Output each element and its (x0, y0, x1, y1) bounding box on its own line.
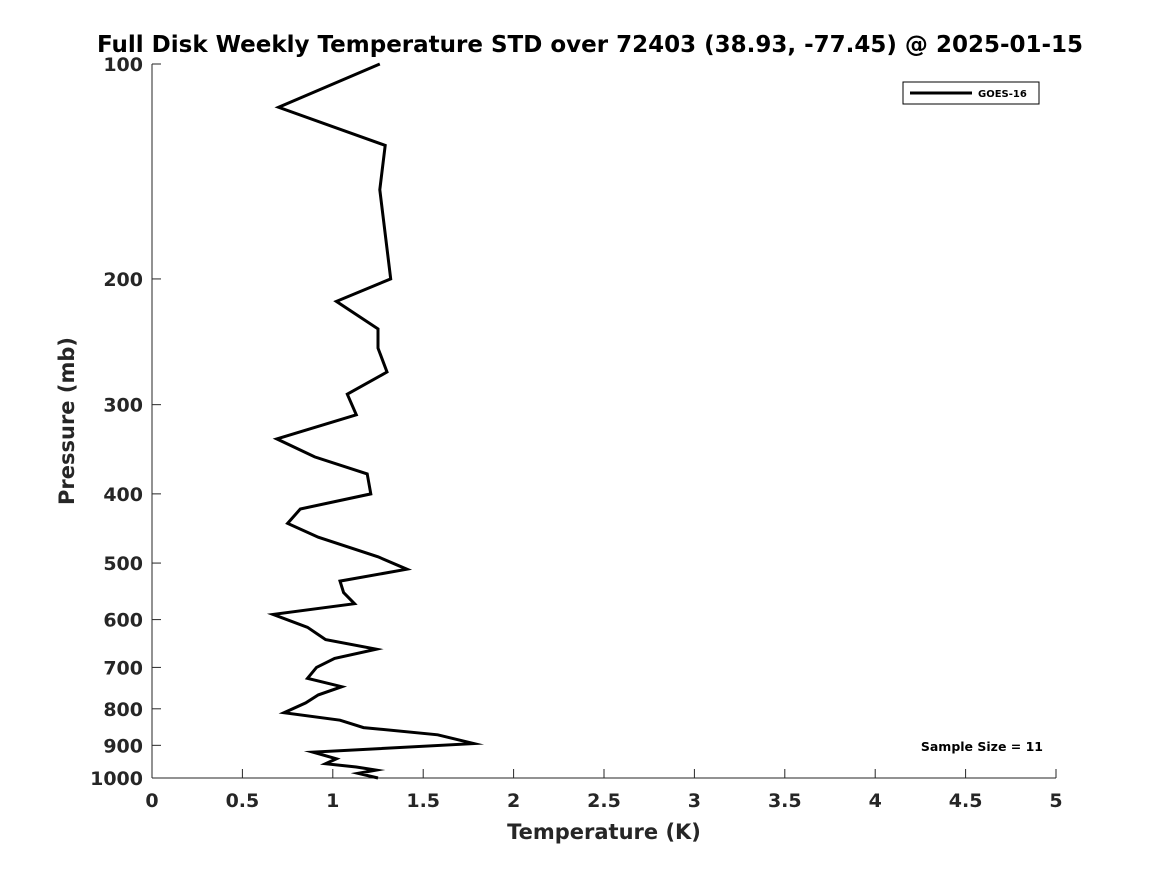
y-axis-ticks: 100 200 300 400 500 600 700 800 900 1000 (90, 54, 161, 790)
x-tick-label: 0 (145, 790, 158, 812)
x-axis-label: Temperature (K) (507, 820, 701, 844)
x-tick-label: 2.5 (587, 790, 621, 812)
y-tick-label: 100 (103, 54, 143, 76)
y-axis-label: Pressure (mb) (55, 337, 79, 505)
x-tick-label: 1 (326, 790, 339, 812)
x-tick-label: 2 (507, 790, 520, 812)
y-tick-label: 300 (103, 395, 143, 417)
sample-size-annotation: Sample Size = 11 (921, 739, 1043, 754)
legend-label: GOES-16 (978, 89, 1027, 100)
y-tick-label: 600 (103, 610, 143, 632)
y-tick-label: 800 (103, 699, 143, 721)
x-tick-label: 0.5 (226, 790, 260, 812)
x-tick-label: 4 (869, 790, 882, 812)
series-line-goes-16 (266, 62, 485, 780)
series-layer (266, 62, 485, 780)
x-tick-label: 5 (1049, 790, 1062, 812)
y-tick-label: 700 (103, 657, 143, 679)
x-tick-label: 3.5 (768, 790, 802, 812)
x-tick-label: 3 (688, 790, 701, 812)
x-tick-label: 1.5 (406, 790, 440, 812)
y-tick-label: 200 (103, 269, 143, 291)
legend: GOES-16 (902, 81, 1040, 105)
x-tick-label: 4.5 (949, 790, 983, 812)
y-tick-label: 400 (103, 484, 143, 506)
x-axis-ticks: 0 0.5 1 1.5 2 2.5 3 3.5 4 4.5 5 (145, 769, 1063, 812)
y-tick-label: 1000 (90, 768, 143, 790)
y-tick-label: 500 (103, 553, 143, 575)
y-tick-label: 900 (103, 735, 143, 757)
chart-title: Full Disk Weekly Temperature STD over 72… (97, 32, 1083, 58)
